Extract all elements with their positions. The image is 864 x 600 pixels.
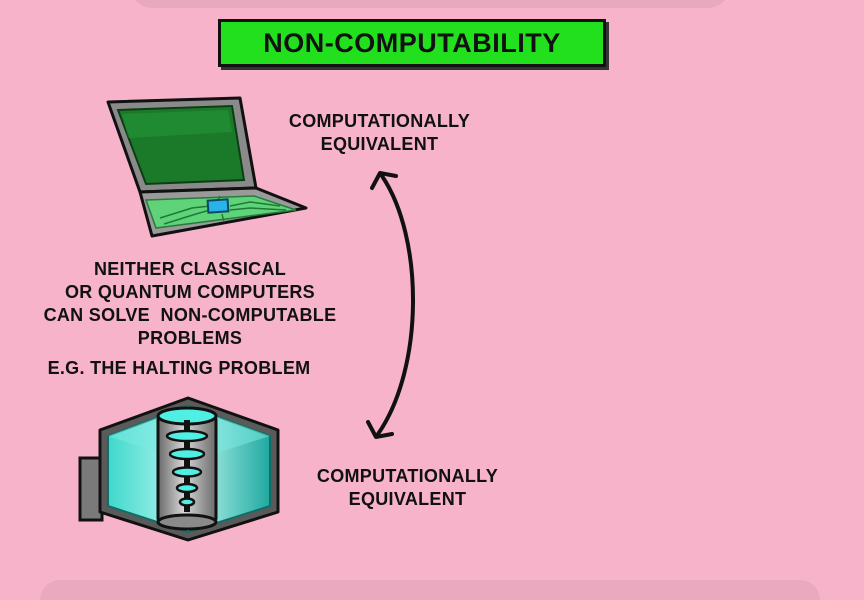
title-banner: NON-COMPUTABILITY (218, 19, 606, 67)
non-computability-statement: NEITHER CLASSICAL OR QUANTUM COMPUTERS C… (43, 259, 337, 348)
top-shadow (130, 0, 730, 8)
page-title: NON-COMPUTABILITY (263, 27, 561, 58)
computationally-equivalent-label-top: COMPUTATIONALLY EQUIVALENT (288, 111, 471, 154)
example-text: E.G. THE HALTING PROBLEM (47, 358, 311, 378)
laptop-icon (106, 96, 308, 238)
computationally-equivalent-label-bottom: COMPUTATIONALLY EQUIVALENT (316, 466, 499, 509)
quantum-computer-icon (78, 396, 280, 542)
double-arrow-icon (366, 171, 415, 439)
bottom-shadow (40, 580, 820, 600)
